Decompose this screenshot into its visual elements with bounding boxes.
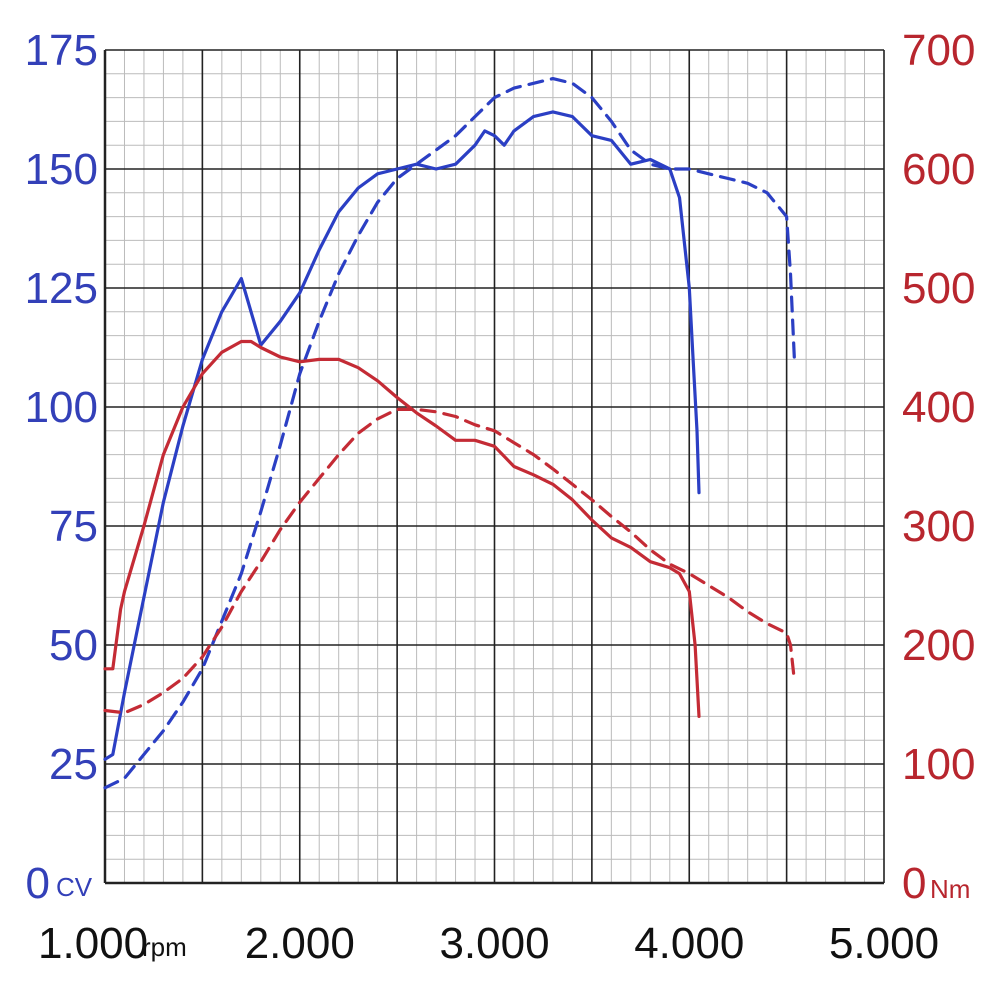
left-axis-tick-label: 150 (25, 145, 98, 194)
x-axis-tick-label: 5.000 (829, 919, 939, 968)
torque-dashed-line (103, 407, 797, 715)
right-axis-unit-label: Nm (930, 874, 970, 904)
right-axis-tick-label: 700 (902, 26, 975, 75)
left-axis-tick-label: 50 (49, 621, 98, 670)
left-axis-tick-label: 125 (25, 264, 98, 313)
left-axis-tick-label: 75 (49, 502, 98, 551)
right-axis-tick-label: 600 (902, 145, 975, 194)
x-axis-tick-label: 1.000 (38, 919, 148, 968)
left-axis-tick-label: 0 (26, 859, 50, 908)
left-axis-tick-label: 25 (49, 740, 98, 789)
left-axis-tick-label: 175 (25, 26, 98, 75)
x-axis-unit-label: rpm (142, 932, 187, 962)
grid-minor (105, 50, 884, 883)
right-axis-ticks: 0 100 200 300 400 500 600 700 Nm (902, 26, 975, 908)
power-dashed-line (103, 76, 797, 790)
left-axis-tick-label: 100 (25, 383, 98, 432)
right-axis-tick-label: 500 (902, 264, 975, 313)
torque-solid-line (103, 339, 701, 719)
power-solid-line (103, 110, 701, 761)
left-axis-ticks: 0 25 50 75 100 125 150 175 CV (25, 26, 98, 908)
right-axis-tick-label: 200 (902, 621, 975, 670)
left-axis-unit-label: CV (56, 872, 93, 902)
grid-major (103, 49, 885, 885)
x-axis-tick-label: 2.000 (245, 919, 355, 968)
right-axis-tick-label: 300 (902, 502, 975, 551)
right-axis-tick-label: 100 (902, 740, 975, 789)
x-axis-tick-label: 3.000 (439, 919, 549, 968)
right-axis-tick-label: 400 (902, 383, 975, 432)
series-layer (103, 76, 797, 790)
x-axis-ticks: 1.000 2.000 3.000 4.000 5.000 rpm (38, 919, 939, 968)
x-axis-tick-label: 4.000 (634, 919, 744, 968)
right-axis-tick-label: 0 (902, 859, 926, 908)
